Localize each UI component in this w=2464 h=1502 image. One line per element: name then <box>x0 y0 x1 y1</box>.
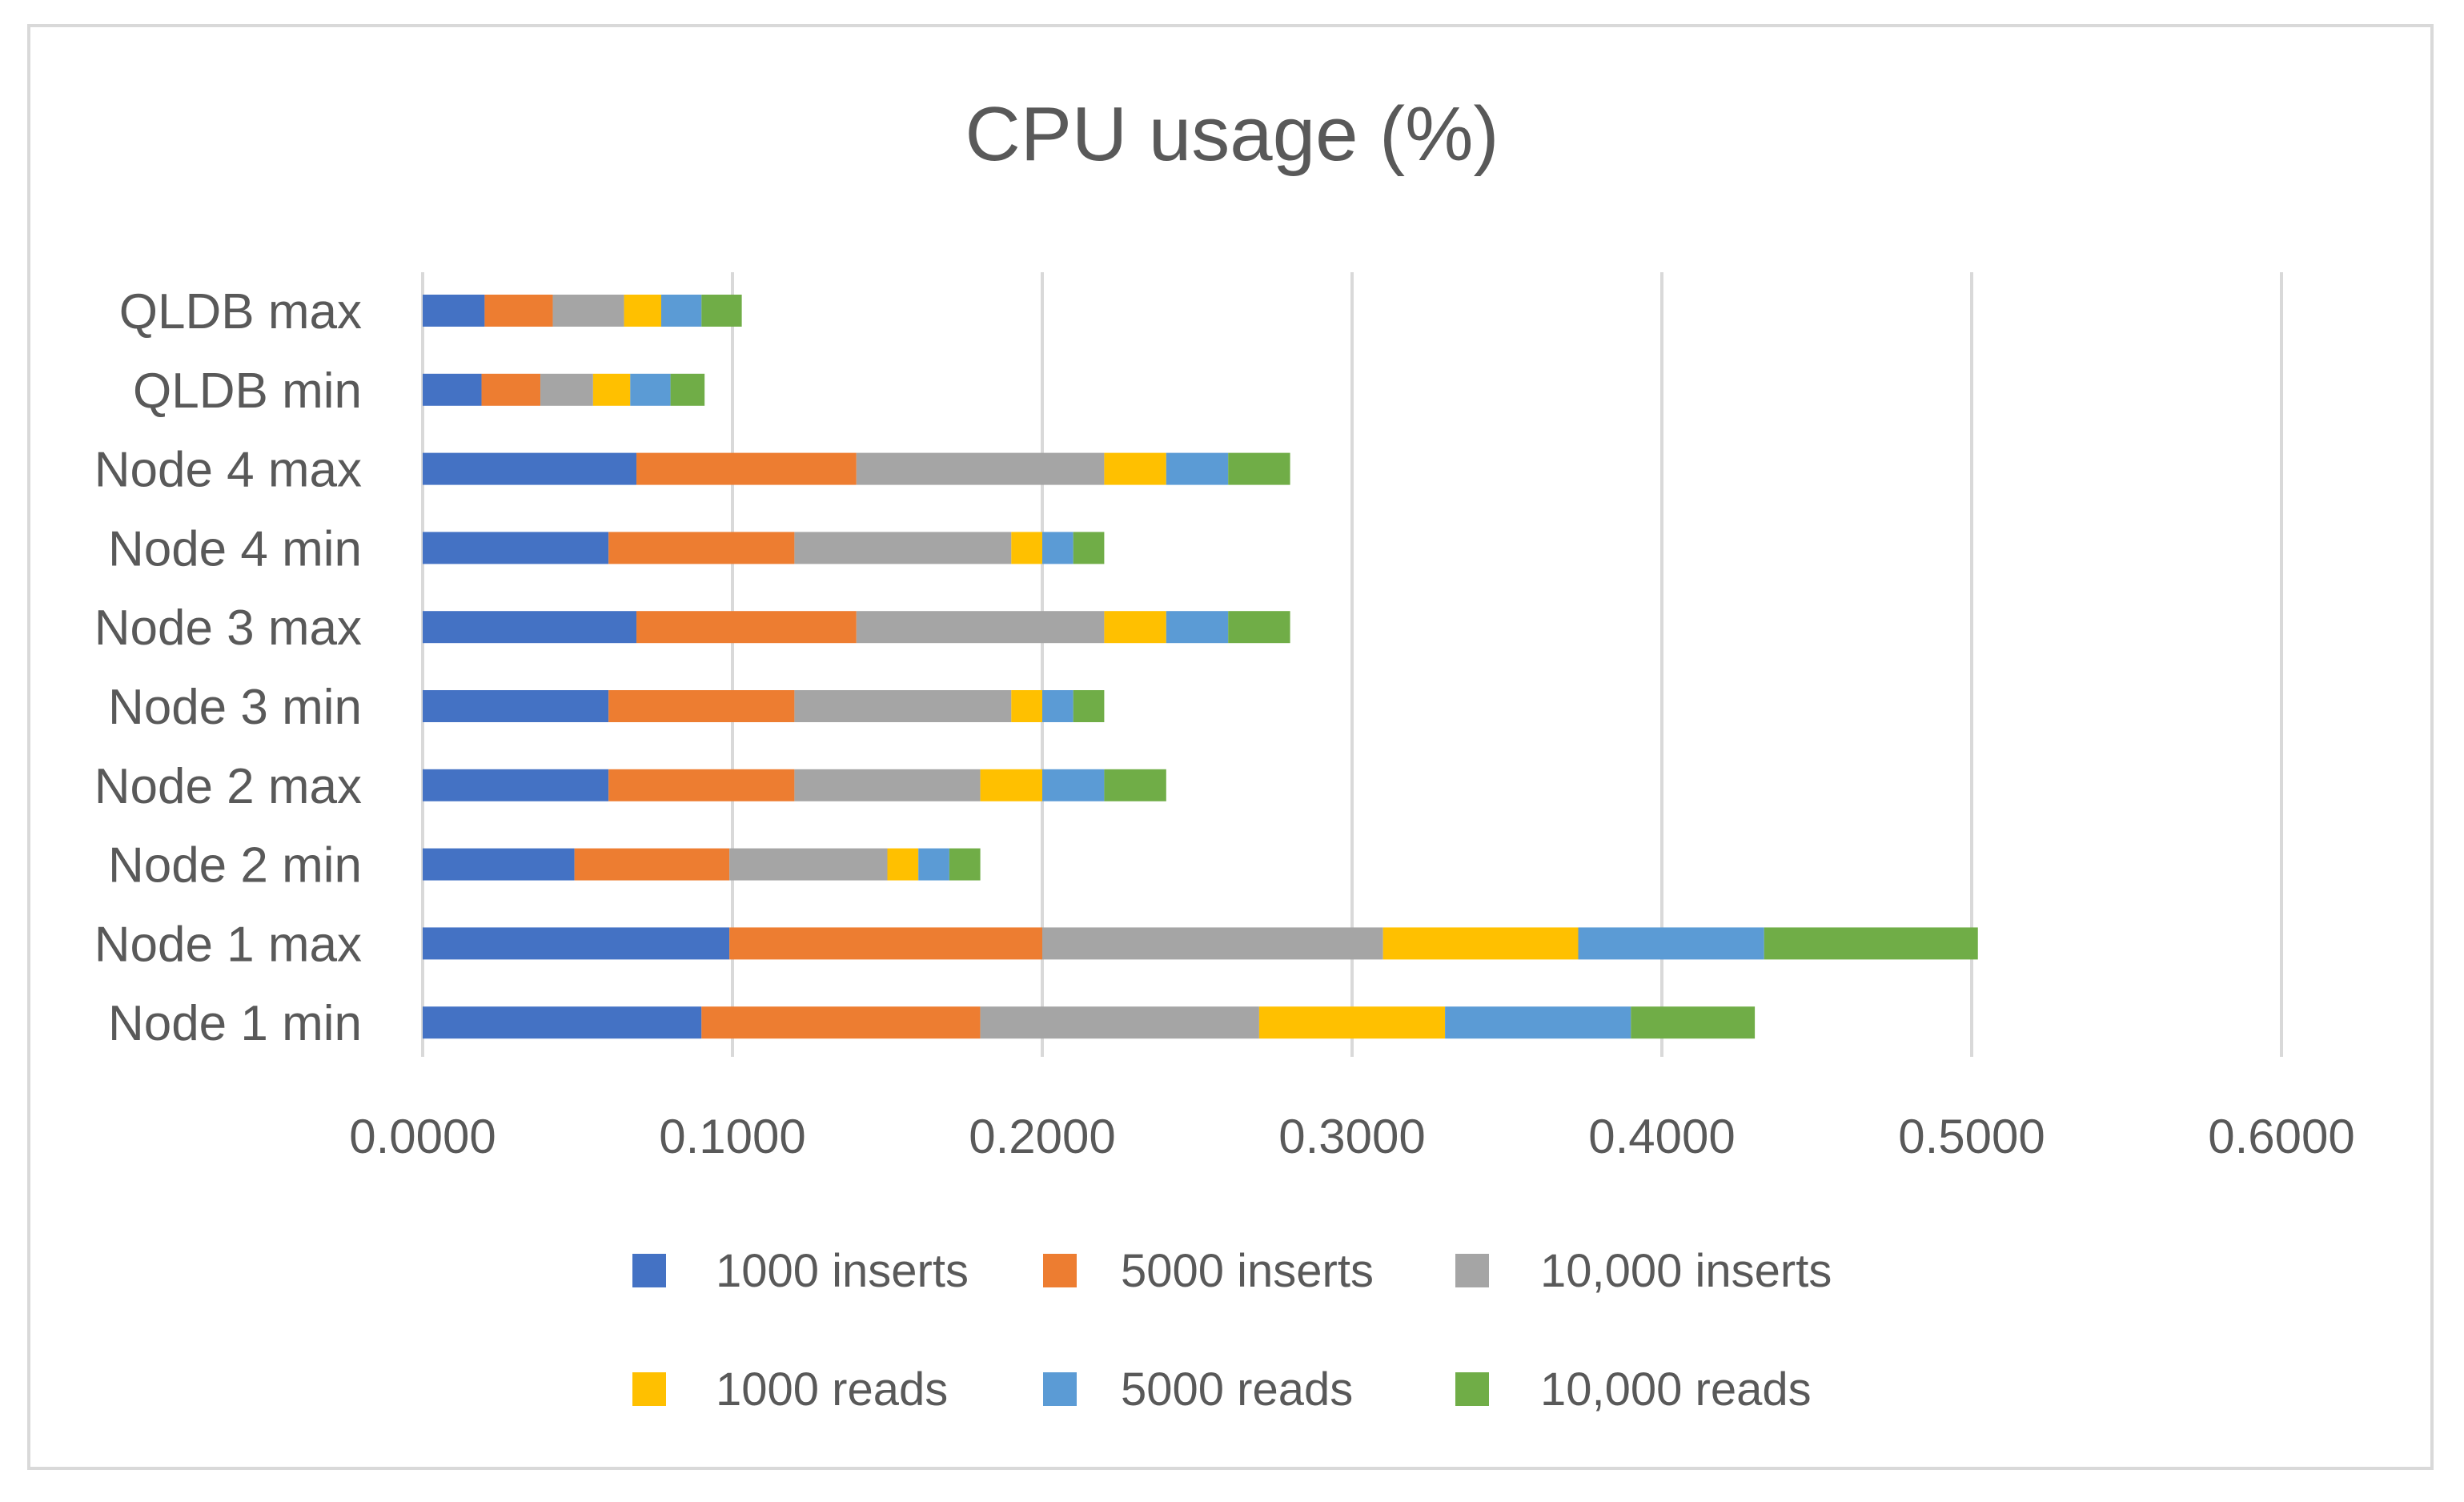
x-tick-label: 0.6000 <box>2208 1110 2355 1163</box>
x-tick-label: 0.3000 <box>1278 1110 1426 1163</box>
bar-1000-reads-node-3-min <box>1011 690 1042 722</box>
bar-1000-inserts-node-4-max <box>423 452 637 485</box>
bar-5000-inserts-node-2-min <box>574 848 730 881</box>
legend-label-1000-inserts: 1000 inserts <box>716 1245 969 1297</box>
bar-5000-inserts-node-3-max <box>636 611 857 644</box>
bar-10-000-reads-node-3-min <box>1073 690 1105 722</box>
bar-5000-reads-node-2-max <box>1042 769 1105 801</box>
bar-1000-reads-qldb-min <box>592 373 631 406</box>
bar-1000-inserts-qldb-min <box>423 373 482 406</box>
bar-10-000-reads-node-1-min <box>1631 1006 1756 1039</box>
category-label: Node 1 min <box>108 996 362 1051</box>
bar-1000-reads-qldb-max <box>624 295 661 327</box>
bar-10-000-inserts-node-1-max <box>1042 927 1383 960</box>
chart-title: CPU usage (%) <box>965 91 1499 177</box>
bar-series <box>423 295 1978 1039</box>
bar-5000-inserts-node-2-max <box>608 769 795 801</box>
category-label: QLDB max <box>119 284 362 339</box>
x-tick-label: 0.5000 <box>1898 1110 2045 1163</box>
bar-1000-reads-node-1-min <box>1258 1006 1446 1039</box>
bar-10-000-reads-node-3-max <box>1228 611 1290 644</box>
bar-5000-inserts-node-4-min <box>608 532 795 564</box>
bar-1000-reads-node-2-max <box>980 769 1042 801</box>
bar-1000-inserts-qldb-max <box>423 295 485 327</box>
legend-label-10-000-reads: 10,000 reads <box>1540 1363 1812 1416</box>
chart-frame <box>27 24 2434 1470</box>
category-label: Node 3 max <box>94 600 362 656</box>
bar-5000-inserts-node-3-min <box>608 690 795 722</box>
legend-swatch-5000-inserts <box>1043 1254 1077 1287</box>
legend-swatch-1000-reads <box>632 1372 666 1406</box>
bar-5000-reads-qldb-min <box>630 373 671 406</box>
bar-1000-inserts-node-4-min <box>423 532 609 564</box>
bar-1000-inserts-node-2-max <box>423 769 609 801</box>
bar-10-000-inserts-qldb-max <box>552 295 624 327</box>
bar-1000-inserts-node-3-max <box>423 611 637 644</box>
bar-5000-reads-node-2-min <box>918 848 949 881</box>
bar-5000-inserts-qldb-max <box>484 295 553 327</box>
bar-1000-reads-node-4-max <box>1104 452 1166 485</box>
x-tick-label: 0.0000 <box>349 1110 496 1163</box>
category-label: Node 1 max <box>94 917 362 972</box>
bar-10-000-reads-node-4-min <box>1073 532 1105 564</box>
bar-10-000-inserts-node-4-max <box>856 452 1105 485</box>
category-label: Node 4 max <box>94 443 362 498</box>
bar-1000-inserts-node-1-max <box>423 927 730 960</box>
category-label: Node 4 min <box>108 521 362 576</box>
bar-10-000-inserts-node-1-min <box>980 1006 1259 1039</box>
x-axis-tick-labels: 0.0000 0.1000 0.2000 0.3000 0.4000 0.5000 0.60… <box>349 1110 2355 1163</box>
bar-5000-reads-node-1-max <box>1578 927 1764 960</box>
bar-1000-reads-node-2-min <box>887 848 919 881</box>
category-label: Node 2 max <box>94 759 362 814</box>
category-label: Node 3 min <box>108 680 362 735</box>
bar-5000-inserts-node-1-min <box>701 1006 981 1039</box>
bar-10-000-reads-node-2-min <box>949 848 981 881</box>
bar-5000-reads-node-3-max <box>1166 611 1229 644</box>
legend-label-5000-inserts: 5000 inserts <box>1121 1245 1374 1297</box>
bar-1000-reads-node-3-max <box>1104 611 1166 644</box>
bar-10-000-inserts-node-3-min <box>794 690 1012 722</box>
bar-5000-reads-node-1-min <box>1445 1006 1631 1039</box>
x-tick-label: 0.2000 <box>969 1110 1116 1163</box>
category-label: Node 2 min <box>108 838 362 894</box>
legend: 1000 inserts 5000 inserts 10,000 inserts 10… <box>632 1245 1832 1416</box>
bar-10-000-reads-node-4-max <box>1228 452 1290 485</box>
x-tick-label: 0.4000 <box>1588 1110 1736 1163</box>
legend-swatch-10-000-inserts <box>1455 1254 1489 1287</box>
bar-5000-inserts-node-1-max <box>729 927 1042 960</box>
bar-10-000-reads-qldb-min <box>670 373 705 406</box>
bar-10-000-inserts-node-2-max <box>794 769 981 801</box>
legend-label-1000-reads: 1000 reads <box>716 1363 948 1416</box>
bar-10-000-inserts-node-2-min <box>729 848 888 881</box>
bar-10-000-reads-qldb-max <box>701 295 742 327</box>
legend-swatch-1000-inserts <box>632 1254 666 1287</box>
bar-10-000-inserts-node-4-min <box>794 532 1012 564</box>
bar-1000-reads-node-1-max <box>1382 927 1579 960</box>
bar-1000-inserts-node-3-min <box>423 690 609 722</box>
legend-label-5000-reads: 5000 reads <box>1121 1363 1353 1416</box>
x-tick-label: 0.1000 <box>659 1110 806 1163</box>
bar-5000-reads-node-4-max <box>1166 452 1229 485</box>
bar-5000-reads-qldb-max <box>660 295 702 327</box>
legend-label-10-000-inserts: 10,000 inserts <box>1540 1245 1832 1297</box>
bar-10-000-inserts-qldb-min <box>540 373 593 406</box>
bar-10-000-reads-node-1-max <box>1764 927 1978 960</box>
bar-5000-reads-node-3-min <box>1042 690 1073 722</box>
bar-5000-inserts-qldb-min <box>481 373 541 406</box>
legend-swatch-10-000-reads <box>1455 1372 1489 1406</box>
bar-10-000-inserts-node-3-max <box>856 611 1105 644</box>
bar-10-000-reads-node-2-max <box>1104 769 1166 801</box>
bar-5000-reads-node-4-min <box>1042 532 1073 564</box>
category-label: QLDB min <box>133 363 362 419</box>
bar-1000-inserts-node-2-min <box>423 848 575 881</box>
bar-1000-inserts-node-1-min <box>423 1006 702 1039</box>
legend-swatch-5000-reads <box>1043 1372 1077 1406</box>
category-labels: QLDB max QLDB min Node 4 max Node 4 min Node… <box>94 284 362 1051</box>
bar-1000-reads-node-4-min <box>1011 532 1042 564</box>
bar-5000-inserts-node-4-max <box>636 452 857 485</box>
